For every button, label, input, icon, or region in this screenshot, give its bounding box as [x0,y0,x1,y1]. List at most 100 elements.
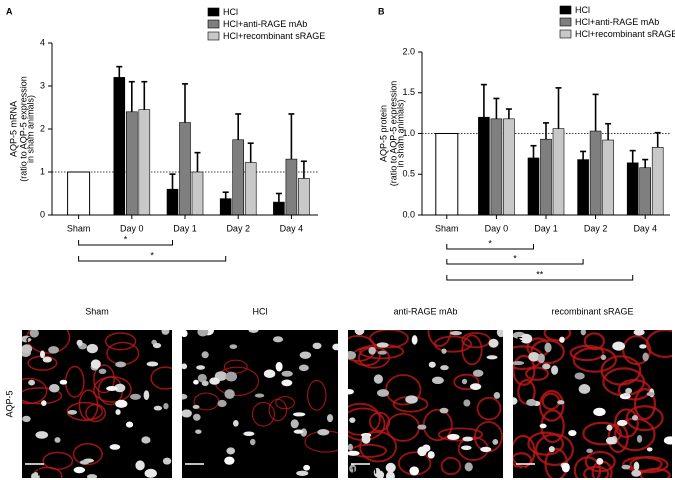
nucleus [361,434,371,444]
y-axis-label: AQP-5 protein [378,105,388,162]
membrane [645,330,672,358]
bar [527,157,540,216]
nucleus [441,348,447,354]
nucleus [162,457,172,465]
x-tick-label: Day 2 [584,223,608,233]
nucleus [254,393,265,398]
nucleus [636,434,643,443]
nucleus [631,469,642,477]
nucleus [182,363,188,370]
membrane [453,373,480,391]
nucleus [73,466,86,474]
nucleus [182,393,188,400]
nucleus [568,430,577,437]
significance-label: * [124,234,128,244]
nucleus [646,447,653,452]
bar [589,130,602,216]
y-tick-label: 1.0 [402,128,415,138]
nucleus [195,429,202,434]
nucleus [557,400,565,405]
nucleus [197,330,209,337]
nucleus [621,464,631,470]
nucleus [348,351,357,360]
significance-bracket [446,259,584,265]
nucleus [472,369,484,377]
x-tick-label: Day 1 [534,223,558,233]
bar [138,109,151,216]
nucleus [76,339,83,347]
y-axis-sublabel: (ratio to AQP-5 expression [18,76,28,182]
y-tick-label: 0 [40,209,45,219]
nucleus [248,330,259,333]
micrograph [348,330,503,478]
membrane [350,443,387,458]
bar [552,128,565,216]
membrane [104,332,137,351]
nucleus [232,419,239,427]
nucleus [48,346,59,354]
nucleus [143,390,150,401]
micrograph [22,330,172,478]
nucleus [39,350,46,359]
nucleus [377,389,390,397]
nucleus [513,397,518,405]
nucleus [293,412,306,417]
membrane [538,389,565,422]
nucleus [152,342,162,349]
nucleus [463,399,471,407]
x-tick-label: Day 1 [173,223,197,233]
nucleus [293,429,304,434]
nucleus [606,424,613,431]
membrane [223,359,248,374]
nucleus [193,379,199,385]
nucleus [182,409,192,418]
nucleus [496,330,503,338]
bar [285,158,298,216]
membrane [613,408,639,439]
nucleus [31,471,40,478]
legend-swatch [207,31,220,41]
nucleus [605,437,617,445]
micrograph [182,330,338,478]
y-axis-sublabel: in sham animals) [395,99,405,167]
nucleus [348,388,354,395]
significance-label: * [488,238,492,248]
membrane [543,330,572,342]
bar [490,118,503,216]
membrane [42,451,74,470]
nucleus [35,431,49,439]
nucleus [141,436,151,444]
bar [179,122,191,216]
nucleus [41,400,47,406]
panel-title: HCl [253,306,268,316]
membrane [634,388,656,421]
significance-bracket [446,275,634,281]
legend-label: HCl [223,7,238,17]
bar [626,162,639,216]
nucleus [201,380,209,387]
membrane [573,456,602,478]
nucleus [537,353,545,364]
nucleus [578,384,591,394]
membrane [513,452,533,469]
nucleus [574,372,585,380]
nucleus [469,383,482,390]
membrane [437,427,484,442]
nucleus [229,344,238,349]
panel-title: anti-RAGE mAb [393,306,457,316]
nucleus [439,407,449,414]
legend-swatch [207,7,220,17]
nucleus [22,344,33,354]
panel-letter: F [517,335,523,345]
nucleus [528,351,540,362]
nucleus [631,415,639,421]
membrane [583,332,606,351]
nucleus [281,379,293,387]
nucleus [580,330,586,336]
nucleus [225,371,238,382]
membrane [306,379,327,411]
nucleus [417,424,427,430]
nucleus [98,368,107,374]
nucleus [217,399,227,408]
x-tick-label: Day 4 [633,223,657,233]
